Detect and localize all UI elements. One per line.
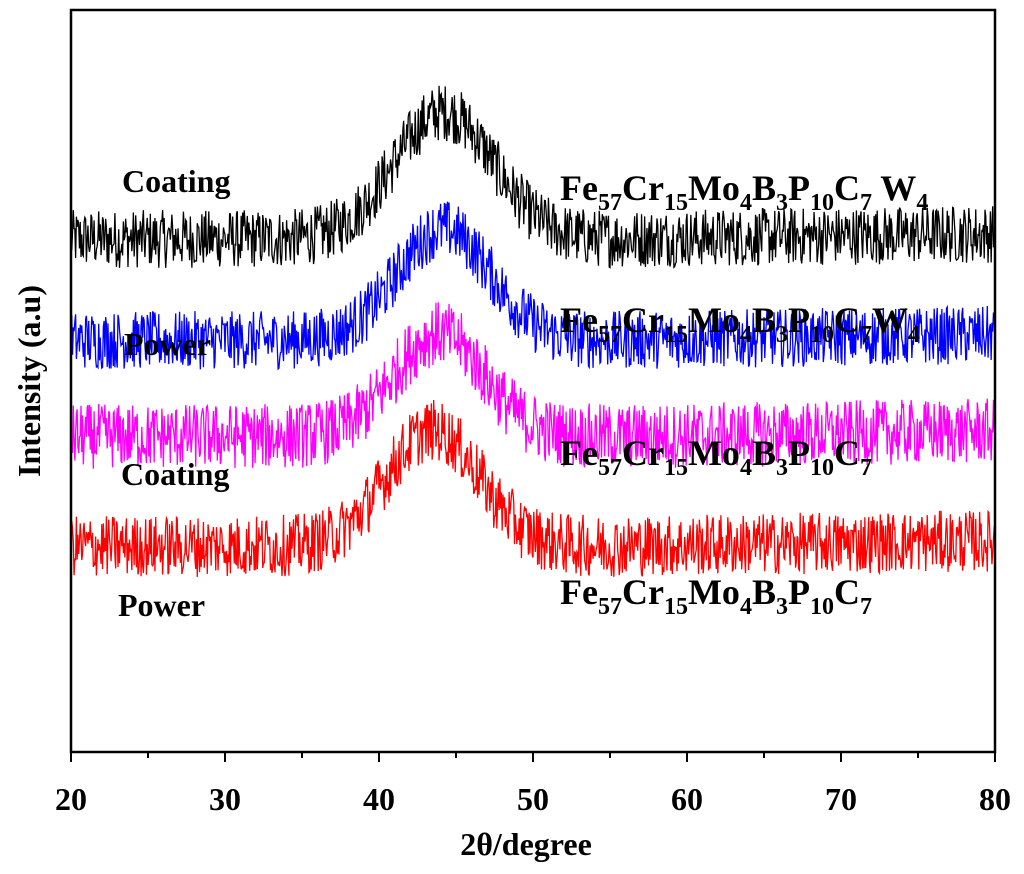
series-line-4 (70, 399, 996, 577)
composition-label-1: Fe57Cr15Mo4B3P10C7 W4 (560, 168, 928, 216)
x-tick-label: 30 (209, 781, 241, 817)
series-line-3 (70, 302, 996, 469)
series-layer (70, 85, 996, 577)
y-axis-label: Intensity (a.u) (11, 285, 47, 477)
composition-label-2: Fe57Cr15Mo4B3P10C7W4 (560, 300, 920, 348)
plot-frame (69, 8, 997, 754)
sample-label-3: Coating (121, 456, 229, 492)
x-tick-label: 80 (979, 781, 1011, 817)
series-line-1 (70, 85, 996, 269)
x-axis-ticks: 20 30 40 50 60 70 80 (55, 752, 1011, 817)
composition-label-4: Fe57Cr15Mo4B3P10C7 (560, 572, 872, 620)
series-line-2 (70, 201, 996, 371)
sample-label-2: Power (124, 326, 211, 362)
x-tick-label: 70 (825, 781, 857, 817)
sample-label-1: Coating (122, 163, 230, 199)
sample-label-4: Power (118, 587, 205, 623)
x-tick-label: 40 (363, 781, 395, 817)
x-axis-label: 2θ/degree (460, 826, 592, 862)
composition-label-3: Fe57Cr15Mo4B3P10C7 (560, 433, 872, 481)
x-tick-label: 60 (671, 781, 703, 817)
x-tick-label: 20 (55, 781, 87, 817)
series-labels: Coating Fe57Cr15Mo4B3P10C7 W4 Power Fe57Cr1… (118, 163, 928, 623)
x-tick-label: 50 (517, 781, 549, 817)
